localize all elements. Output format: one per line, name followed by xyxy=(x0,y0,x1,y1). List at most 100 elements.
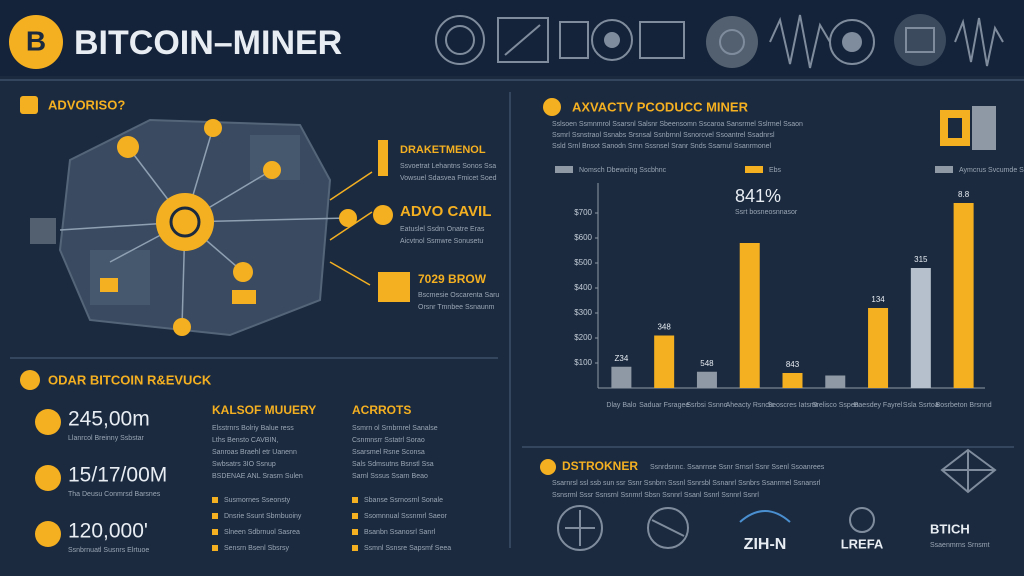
stat-coin xyxy=(35,465,61,491)
y-tick-label: $500 xyxy=(574,258,592,267)
bullet xyxy=(352,497,358,503)
bullet-text: Slneen Sdbrnuol Sasrea xyxy=(224,529,300,536)
y-tick-label: $700 xyxy=(574,208,592,217)
legend-label: Nomsch Dbewcing Sscbhnc xyxy=(579,167,667,174)
logo-label: BTICH xyxy=(930,521,970,536)
logo-label: LREFA xyxy=(841,536,884,551)
annotation: 841% xyxy=(735,186,781,206)
logo-text: B xyxy=(26,25,46,56)
logo-coin xyxy=(9,15,63,69)
bar-note: 8.8 xyxy=(958,190,970,199)
stat-caption: Ssnbrnuatl Susnrs Elrtuoe xyxy=(68,547,149,554)
body-text: Ssnrdsnnc. Ssanrnse Ssnr Srnsrl Ssnr Sse… xyxy=(650,464,825,471)
logo-caption: Ssaenmrns Srnsmt xyxy=(930,542,990,549)
stat-coin xyxy=(35,521,61,547)
bullet xyxy=(212,545,218,551)
bar-note: 548 xyxy=(700,359,714,368)
section-title: ODAR BITCOIN R&EVUCK xyxy=(48,372,212,387)
bar xyxy=(654,335,675,388)
bar-note: 134 xyxy=(871,295,885,304)
column-text: Csnmnsrr Sstatrl Sorao xyxy=(352,437,425,444)
callout-text: Vowsuel Sdasvea Fmicet Soed xyxy=(400,175,497,182)
y-tick-label: $300 xyxy=(574,308,592,317)
logo-label: ZIH-N xyxy=(744,536,787,553)
column-text: Swbsatrs 3IO Ssnup xyxy=(212,461,276,468)
legend-swatch xyxy=(745,166,763,173)
y-tick-label: $600 xyxy=(574,233,592,242)
bullet-text: Sbanse Ssrnosrnl Sonale xyxy=(364,497,443,504)
annotation-text: Ssrt bosneosnnasor xyxy=(735,209,798,216)
y-tick-label: $200 xyxy=(574,333,592,342)
column-text: Sanroas Braehl etr Uanenn xyxy=(212,449,297,456)
x-tick-label: Seoscres Iatsmt xyxy=(767,402,817,409)
stat-caption: Tha Deusu Conmrsd Barsnes xyxy=(68,491,161,498)
legend-label: Aymcrus Svcumde Ssutrp xyxy=(959,167,1024,174)
chart-title: AXVACTV PCODUCC MINER xyxy=(572,99,749,114)
column-text: Sals Sdmsutns Bsnstl Ssa xyxy=(352,461,434,468)
legend-swatch xyxy=(935,166,953,173)
callout-title: ADVO CAVIL xyxy=(400,203,491,220)
section-title: DSTROKNER xyxy=(562,459,638,473)
x-tick-label: Srelisco Sspen xyxy=(812,402,859,409)
body-text: Ssarnrsl ssl ssb sun ssr Ssnr Ssnbrn Sss… xyxy=(552,480,821,487)
stat-value: 15/17/00M xyxy=(68,464,167,487)
bullet-text: Sensrn Bsenl Sbsrsy xyxy=(224,545,289,552)
bar-note: 315 xyxy=(914,255,928,264)
callout-text: Orsnr Tmnbee Ssnaunm xyxy=(418,304,495,311)
chart-subtitle: Sslsoen Ssmnmrol Ssarsnl Salsnr Sbeensom… xyxy=(552,121,803,128)
stat-value: 245,00m xyxy=(68,408,150,431)
bullet-text: Ssmnl Ssnsre Sapsmf Seea xyxy=(364,545,451,552)
column-text: BSDENAE ANL Srasrn Sulen xyxy=(212,473,303,480)
bullet xyxy=(212,513,218,519)
bar xyxy=(825,375,846,388)
monitor-icon xyxy=(940,106,996,150)
stat-caption: Llanrcol Breinny Ssbstar xyxy=(68,435,145,442)
bullet xyxy=(352,529,358,535)
legend-label: Ebs xyxy=(769,167,782,174)
legend-swatch xyxy=(555,166,573,173)
bullet-text: Susmornes Sseonsty xyxy=(224,497,291,504)
x-tick-label: Ssla Ssrtoa xyxy=(903,402,939,409)
logo-icons xyxy=(557,505,875,551)
bullet-text: Ssomnnual Sssnmrl Saeor xyxy=(364,513,448,520)
bar xyxy=(611,366,632,388)
y-tick-label: $400 xyxy=(574,283,592,292)
body-text: Ssnsrml Sssr Ssnsrnl Ssnmrl Sbsn Ssnnrl … xyxy=(552,492,759,499)
column-title: KALSOF MUUERY xyxy=(212,403,316,417)
column-text: Lths Bensto CAVBIN, xyxy=(212,437,278,444)
bar-note: Z34 xyxy=(614,354,628,363)
bullet-text: Bsanbn Ssanosrl Sanrl xyxy=(364,529,436,536)
column-title: ACRROTS xyxy=(352,403,411,417)
bar xyxy=(739,243,760,388)
section-icon xyxy=(540,459,556,475)
bullet xyxy=(212,529,218,535)
bullet xyxy=(352,545,358,551)
bar-note: 348 xyxy=(657,323,671,332)
x-tick-label: Aheacty Rsncis xyxy=(726,402,775,409)
y-tick-label: $100 xyxy=(574,358,592,367)
bar xyxy=(868,308,889,388)
bar-note: 843 xyxy=(786,360,800,369)
section-icon xyxy=(543,98,561,116)
chart-subtitle: Ssmrl Ssnstraol Ssnabs Srsnsal Ssnbrnnl … xyxy=(552,132,775,139)
column-text: Sarnl Sssus Ssarn Beao xyxy=(352,473,428,480)
chart-subtitle: Ssld Srnl Bnsot Sanodn Srnn Sssnsel Sran… xyxy=(552,143,772,150)
network-icon xyxy=(940,448,997,494)
bar xyxy=(782,373,803,388)
bar xyxy=(696,371,717,388)
stat-value: 120,000' xyxy=(68,520,148,543)
page-title: BITCOIN–MINER xyxy=(74,24,342,62)
bullet xyxy=(352,513,358,519)
callout-text: Eatuslel Ssdm Onatre Eras xyxy=(400,226,485,233)
section-icon xyxy=(20,96,38,114)
callout-title: 7029 BROW xyxy=(418,272,487,286)
x-tick-label: Dlay Balo xyxy=(606,402,636,409)
bar xyxy=(953,203,974,388)
section-icon xyxy=(20,370,40,390)
x-tick-label: Saduar Fsragee xyxy=(639,402,689,409)
circuit-diagram xyxy=(30,118,410,337)
bar xyxy=(910,268,931,388)
x-tick-label: Bosrbeton Brsnnd xyxy=(936,402,992,409)
header-icons xyxy=(435,14,1004,69)
